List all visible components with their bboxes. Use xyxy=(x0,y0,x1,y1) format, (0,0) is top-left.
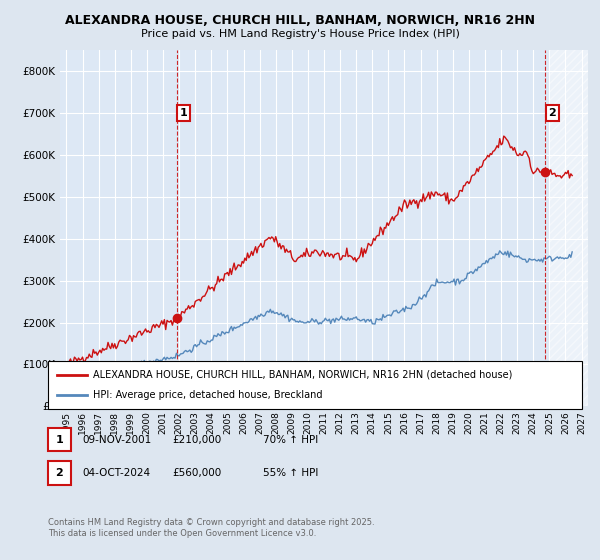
Text: ALEXANDRA HOUSE, CHURCH HILL, BANHAM, NORWICH, NR16 2HN: ALEXANDRA HOUSE, CHURCH HILL, BANHAM, NO… xyxy=(65,14,535,27)
Text: Contains HM Land Registry data © Crown copyright and database right 2025.
This d: Contains HM Land Registry data © Crown c… xyxy=(48,518,374,538)
Text: £210,000: £210,000 xyxy=(173,435,222,445)
Text: 1: 1 xyxy=(180,108,188,118)
Text: £560,000: £560,000 xyxy=(173,468,222,478)
Text: HPI: Average price, detached house, Breckland: HPI: Average price, detached house, Brec… xyxy=(93,390,323,400)
Text: 55% ↑ HPI: 55% ↑ HPI xyxy=(263,468,318,478)
Text: ALEXANDRA HOUSE, CHURCH HILL, BANHAM, NORWICH, NR16 2HN (detached house): ALEXANDRA HOUSE, CHURCH HILL, BANHAM, NO… xyxy=(93,370,512,380)
Text: 09-NOV-2001: 09-NOV-2001 xyxy=(83,435,152,445)
Text: 70% ↑ HPI: 70% ↑ HPI xyxy=(263,435,318,445)
Text: 04-OCT-2024: 04-OCT-2024 xyxy=(83,468,151,478)
Text: 2: 2 xyxy=(548,108,556,118)
Text: 1: 1 xyxy=(56,435,63,445)
Text: Price paid vs. HM Land Registry's House Price Index (HPI): Price paid vs. HM Land Registry's House … xyxy=(140,29,460,39)
Text: 2: 2 xyxy=(56,468,63,478)
